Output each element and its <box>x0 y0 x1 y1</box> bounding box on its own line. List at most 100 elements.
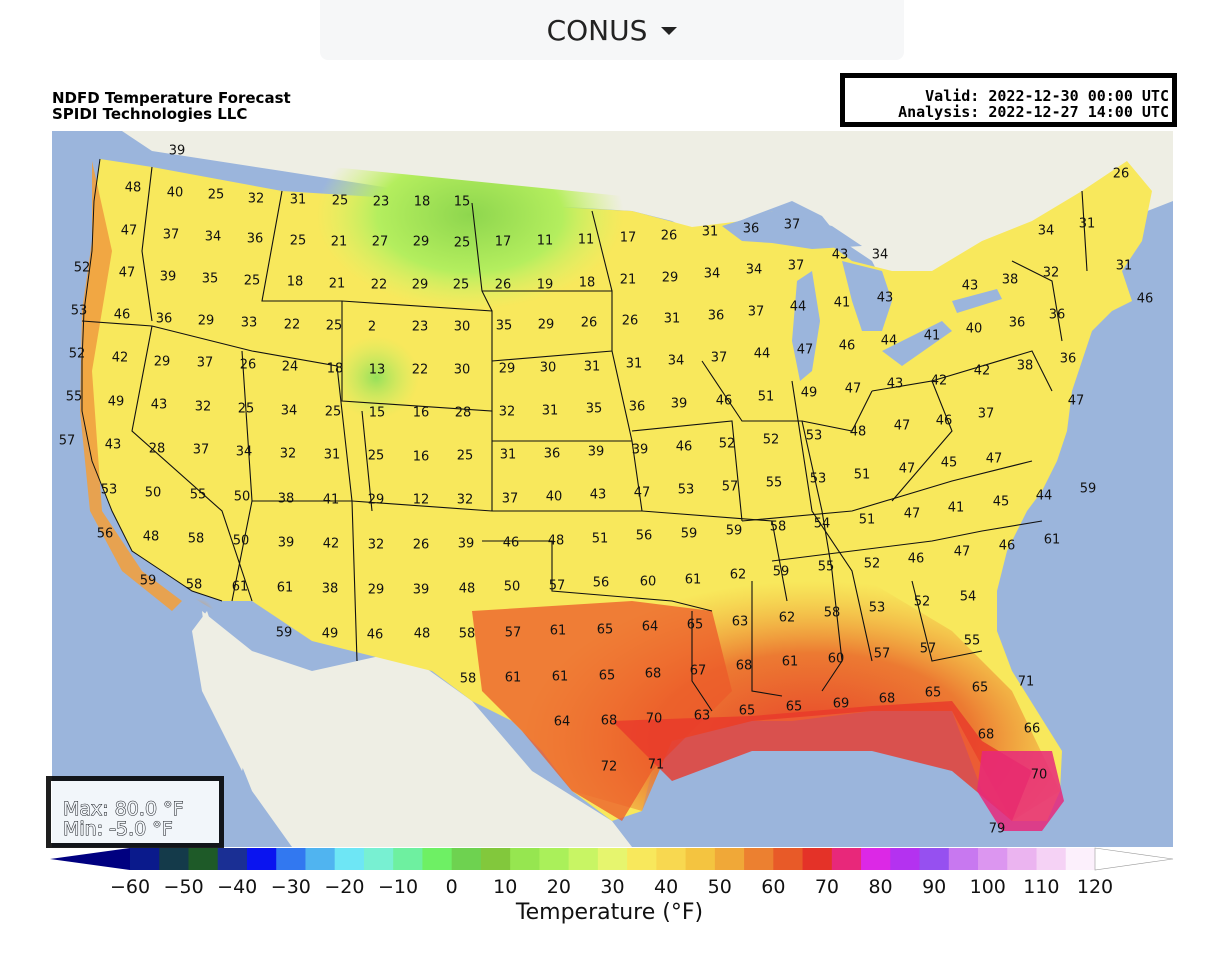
map-temp-label: 37 <box>748 305 765 320</box>
map-temp-label: 35 <box>586 402 603 417</box>
map-temp-label: 48 <box>548 534 565 549</box>
map-temp-label: 57 <box>59 434 76 449</box>
map-temp-label: 15 <box>369 406 386 421</box>
map-temp-label: 18 <box>579 276 596 291</box>
max-temp: Max: 80.0 °F <box>63 798 185 820</box>
chevron-down-icon <box>661 27 678 35</box>
map-temp-label: 34 <box>236 445 253 460</box>
map-temp-label: 42 <box>112 351 129 366</box>
map-temp-label: 25 <box>244 274 261 289</box>
colorbar-segment <box>539 848 570 870</box>
map-temp-label: 57 <box>722 480 739 495</box>
colorbar-segment <box>1007 848 1038 870</box>
map-temp-label: 21 <box>331 235 348 250</box>
map-temp-label: 47 <box>121 224 138 239</box>
map-temp-label: 53 <box>810 472 827 487</box>
map-temp-label: 37 <box>163 228 180 243</box>
map-temp-label: 70 <box>1031 768 1048 783</box>
map-temp-label: 38 <box>322 582 339 597</box>
map-temp-label: 48 <box>143 530 160 545</box>
map-temp-label: 51 <box>592 532 609 547</box>
colorbar-segment <box>334 848 365 870</box>
colorbar-tick-label: 90 <box>922 876 947 898</box>
colorbar-segment <box>217 848 248 870</box>
map-temp-label: 47 <box>1068 394 1085 409</box>
analysis-time: Analysis: 2022-12-27 14:00 UTC <box>898 103 1169 121</box>
map-temp-label: 29 <box>538 318 555 333</box>
map-temp-label: 22 <box>412 363 429 378</box>
map-temp-label: 52 <box>763 433 780 448</box>
map-temp-label: 36 <box>1009 316 1026 331</box>
colorbar-tick-label: 60 <box>761 876 786 898</box>
colorbar-segment <box>246 848 277 870</box>
map-temp-label: 41 <box>323 493 340 508</box>
map-temp-label: 58 <box>770 520 787 535</box>
map-temp-label: 34 <box>872 248 889 263</box>
map-temp-label: 39 <box>671 397 688 412</box>
colorbar-tick-label: 80 <box>868 876 893 898</box>
map-temp-label: 71 <box>1018 675 1035 690</box>
colorbar-tick-label: 10 <box>493 876 518 898</box>
map-temp-label: 43 <box>590 488 607 503</box>
map-temp-label: 36 <box>1060 352 1077 367</box>
colorbar-segment <box>948 848 979 870</box>
map-temp-label: 46 <box>114 308 131 323</box>
map-temp-label: 18 <box>414 195 431 210</box>
colorbar-segment <box>363 848 394 870</box>
colorbar-segment <box>919 848 950 870</box>
map-temp-label: 31 <box>626 357 643 372</box>
map-temp-label: 44 <box>1036 489 1053 504</box>
map-temp-label: 47 <box>845 382 862 397</box>
map-temp-label: 57 <box>505 626 522 641</box>
map-temp-label: 51 <box>854 468 871 483</box>
region-dropdown[interactable]: CONUS <box>320 0 904 60</box>
map-temp-label: 61 <box>505 671 522 686</box>
min-temp: Min: -5.0 °F <box>63 818 174 840</box>
colorbar-tick-label: 50 <box>707 876 732 898</box>
map-temp-label: 52 <box>719 437 736 452</box>
map-temp-label: 68 <box>645 667 662 682</box>
cool-region-rockies <box>292 281 532 511</box>
map-temp-label: 39 <box>458 537 475 552</box>
map-temp-label: 26 <box>240 358 257 373</box>
map-temp-label: 53 <box>678 483 695 498</box>
map-temp-label: 39 <box>632 443 649 458</box>
map-temp-label: 59 <box>681 527 698 542</box>
map-temp-label: 41 <box>924 329 941 344</box>
map-temp-label: 79 <box>989 822 1006 837</box>
colorbar-max-extension <box>1094 847 1174 871</box>
map-title-line2: SPIDI Technologies LLC <box>52 105 248 123</box>
map-temp-label: 32 <box>499 405 516 420</box>
map-temp-label: 55 <box>766 476 783 491</box>
map-temp-label: 22 <box>371 278 388 293</box>
valid-time-box: Valid: 2022-12-30 00:00 UTC Analysis: 20… <box>840 73 1177 127</box>
map-temp-label: 35 <box>202 272 219 287</box>
map-temp-label: 40 <box>546 490 563 505</box>
map-temp-label: 46 <box>908 552 925 567</box>
map-title-line1: NDFD Temperature Forecast <box>52 89 291 107</box>
map-temp-label: 21 <box>620 273 637 288</box>
map-temp-label: 25 <box>208 188 225 203</box>
map-temp-label: 31 <box>324 448 341 463</box>
colorbar-label: Temperature (°F) <box>515 900 704 925</box>
map-temp-label: 31 <box>702 225 719 240</box>
colorbar-segment <box>802 848 833 870</box>
map-temp-label: 15 <box>454 195 471 210</box>
mexico-land <box>202 611 632 847</box>
map-temp-label: 37 <box>978 407 995 422</box>
warm-region-texas <box>472 601 732 821</box>
map-temp-label: 63 <box>694 709 711 724</box>
map-temp-label: 70 <box>646 712 663 727</box>
map-temp-label: 31 <box>500 448 517 463</box>
warm-region-gulf <box>612 701 1032 821</box>
colorbar-min-extension <box>50 848 130 870</box>
map-temp-label: 24 <box>282 360 299 375</box>
map-temp-label: 46 <box>839 339 856 354</box>
map-temp-label: 25 <box>368 449 385 464</box>
map-temp-label: 53 <box>101 483 118 498</box>
max-min-box: Max: 80.0 °F Min: -5.0 °F <box>46 776 224 848</box>
map-temp-label: 36 <box>156 312 173 327</box>
map-temp-label: 35 <box>496 319 513 334</box>
map-temp-label: 29 <box>412 278 429 293</box>
colorbar-segment <box>188 848 219 870</box>
